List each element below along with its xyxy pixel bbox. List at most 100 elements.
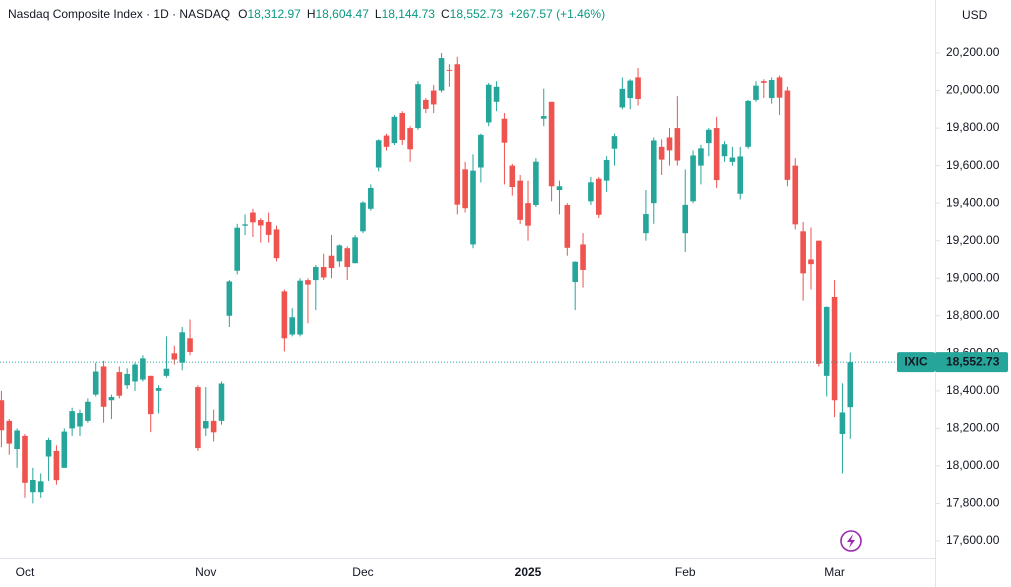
candle-body [658, 146, 665, 160]
candle-body [85, 401, 91, 421]
candle-body [368, 187, 374, 209]
candle-body [92, 371, 99, 395]
y-tick-label: 20,200.00 [946, 45, 1000, 59]
y-tick-label: 20,000.00 [946, 83, 1000, 97]
x-tick-label: Oct [16, 565, 35, 579]
candle-body [831, 297, 838, 401]
x-tick-label: Mar [824, 565, 845, 579]
candle-body [462, 169, 468, 209]
last-price-badge [935, 352, 1008, 373]
candle-body [155, 388, 162, 391]
legend-row: Nasdaq Composite Index · 1D · NASDAQ O18,… [8, 7, 605, 21]
candle-body [792, 165, 799, 225]
candle-body [391, 116, 398, 144]
candle-body [761, 81, 767, 83]
candle-body [650, 140, 657, 204]
candle-body [108, 397, 115, 401]
candle-body [753, 85, 759, 100]
candle-body [713, 128, 720, 181]
candle-body [603, 159, 610, 181]
ohlc-value: 18,312.97 [247, 7, 301, 21]
candle-body [493, 86, 500, 102]
last-price-label: 18,552.73 [946, 354, 1000, 368]
ohlc-value: 18,144.73 [382, 7, 436, 21]
candle-body [588, 182, 594, 202]
symbol-label: IXIC [904, 354, 928, 368]
candle-body [478, 134, 484, 168]
candle-body [643, 214, 649, 234]
candle-body [53, 450, 60, 481]
candle-body [45, 440, 52, 457]
x-tick-label: Nov [195, 565, 216, 579]
candle-body [485, 84, 492, 123]
candle-body [163, 368, 170, 376]
candle-body [768, 80, 775, 99]
candle-body [313, 266, 319, 281]
y-tick-label: 19,400.00 [946, 195, 1000, 209]
x-tick-label: Feb [675, 565, 696, 579]
symbol-badge [897, 352, 935, 373]
candle-body [423, 99, 429, 109]
candle-body [187, 338, 193, 352]
candle-body [250, 212, 256, 223]
candle-body [698, 148, 704, 166]
candle-body [690, 155, 696, 202]
ohlc-prefix: O [238, 7, 247, 21]
candle-body [407, 128, 413, 150]
candle-body [257, 220, 264, 226]
candle-body [517, 180, 523, 220]
candle-body [721, 144, 728, 157]
candle-body [745, 100, 751, 147]
candle-body [399, 113, 406, 140]
candle-body [808, 259, 814, 265]
candle-body [22, 435, 28, 483]
candle-body [509, 165, 516, 188]
candle-body [100, 366, 107, 407]
candle-body [438, 58, 445, 91]
candle-body [375, 140, 382, 168]
y-tick-label: 18,000.00 [946, 458, 1000, 472]
candle-body [446, 69, 453, 71]
x-tick-label: 2025 [515, 565, 542, 579]
candle-body [289, 317, 296, 335]
candle-body [454, 64, 461, 205]
candle-body [202, 421, 209, 429]
candle-body [69, 411, 75, 429]
y-tick-label: 17,600.00 [946, 533, 1000, 547]
y-tick-label: 19,800.00 [946, 120, 1000, 134]
candle-body [30, 480, 36, 493]
ohlc-prefix: C [441, 7, 450, 21]
y-tick-label: 19,600.00 [946, 158, 1000, 172]
candle-body [729, 157, 736, 162]
candle-body [682, 204, 689, 234]
ohlc-prefix: L [375, 7, 382, 21]
candle-body [666, 137, 673, 151]
candle-body [627, 80, 633, 99]
candle-body [415, 84, 421, 129]
candle-body [171, 353, 178, 360]
ohlc-value: 18,552.73 [450, 7, 504, 21]
candle-body [706, 129, 712, 144]
y-tick-label: 18,200.00 [946, 421, 1000, 435]
candle-body [77, 412, 83, 427]
candle-body [328, 255, 335, 269]
candle-body [572, 261, 578, 282]
candle-body [320, 266, 327, 278]
candle-body [6, 420, 13, 444]
y-tick-label: 19,200.00 [946, 233, 1000, 247]
currency[interactable]: USD [962, 8, 988, 22]
candle-body [226, 281, 233, 316]
candle-body [344, 248, 351, 267]
candle-body [14, 430, 20, 450]
candle-body [816, 240, 822, 364]
candle-body [116, 372, 123, 396]
candle-body [540, 116, 547, 119]
candle-body [501, 118, 508, 143]
tv-icon[interactable] [840, 530, 862, 552]
x-tick-label: Dec [352, 565, 373, 579]
candle-body [611, 136, 618, 149]
candle-body [737, 156, 744, 194]
candle-body [147, 375, 154, 415]
